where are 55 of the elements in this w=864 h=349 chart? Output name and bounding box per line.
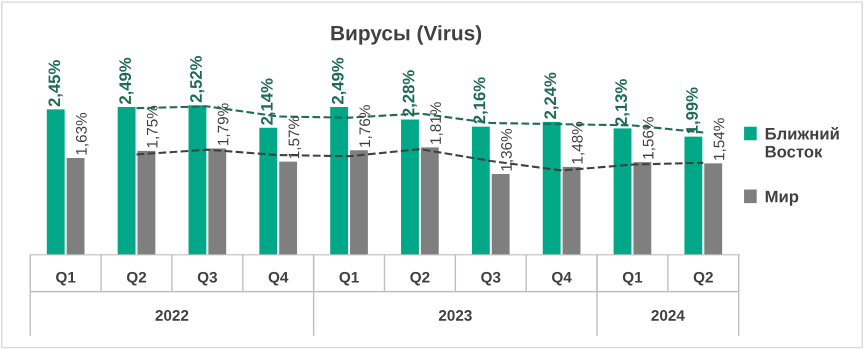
bar (562, 166, 580, 255)
bar (401, 119, 419, 255)
legend-label: Мир (766, 190, 798, 206)
data-label: 1,79% (218, 103, 230, 145)
data-label: 1,36% (501, 128, 514, 171)
x-tick-label: Q1 (339, 272, 359, 286)
bar (279, 162, 298, 255)
data-label: 2,13% (615, 79, 630, 126)
bar (188, 105, 206, 255)
x-tick-label: Q1 (56, 272, 76, 286)
data-label: 1,48% (572, 122, 585, 164)
bar (542, 122, 561, 255)
text: 2023 (438, 310, 472, 321)
bar (350, 150, 368, 255)
bar (66, 158, 85, 255)
x-tick-label: Q2 (126, 272, 146, 286)
data-label: 2,16% (474, 77, 488, 124)
data-label: 2,49% (119, 58, 134, 104)
x-tick-label: Q2 (694, 272, 713, 286)
x-tick-label: Q1 (622, 272, 642, 286)
bar (614, 128, 632, 255)
data-label: 2,14% (260, 78, 276, 125)
data-label: 2,45% (48, 60, 63, 106)
bar (633, 162, 652, 255)
text: 2022 (155, 310, 188, 321)
data-label: 2,28% (402, 70, 417, 116)
bar (472, 126, 490, 255)
data-label: 2,49% (332, 58, 346, 104)
data-label: 1,63% (76, 112, 89, 154)
x-tick-label: Q4 (552, 272, 572, 286)
data-label: 1,54% (714, 118, 726, 160)
legend-label: Ближний Восток (766, 127, 839, 158)
bar (684, 136, 702, 255)
bar (259, 128, 278, 255)
bar (208, 148, 226, 255)
bar (46, 109, 65, 255)
data-label: 1,56% (642, 117, 656, 159)
bar (118, 106, 136, 255)
bar (704, 163, 722, 255)
data-label: 1,99% (686, 87, 700, 134)
data-label: 1,81% (430, 102, 443, 144)
data-label: 2,52% (190, 56, 204, 102)
bar (492, 174, 510, 255)
bar (330, 106, 348, 255)
chart-title: Вирусы (Virus) (331, 25, 482, 45)
x-tick-label: Q2 (410, 272, 430, 286)
data-label: 1,75% (146, 106, 160, 148)
bar (138, 150, 156, 255)
x-tick-label: Q3 (481, 272, 500, 286)
data-label: 1,76% (359, 105, 372, 147)
text: 2024 (651, 310, 685, 321)
bar (420, 147, 439, 255)
data-label: 2,24% (544, 72, 559, 119)
x-tick-label: Q4 (268, 272, 288, 286)
x-tick-label: Q3 (198, 272, 217, 286)
